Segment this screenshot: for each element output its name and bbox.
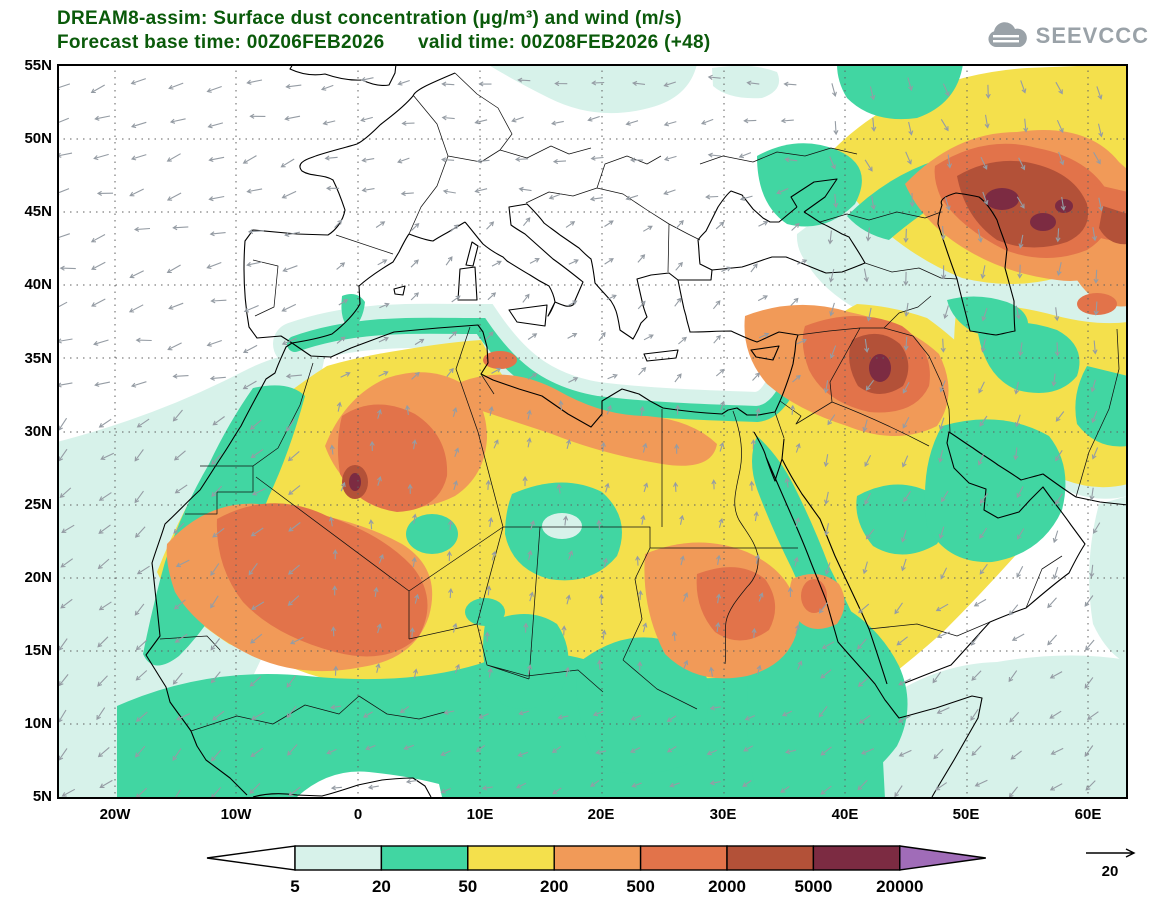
legend-tick-label: 5000	[794, 877, 832, 896]
lat-tick-label: 55N	[24, 57, 52, 74]
lat-tick-label: 20N	[24, 569, 52, 586]
lon-tick-label: 60E	[1074, 806, 1102, 823]
legend-tick-label: 2000	[708, 877, 746, 896]
map-frame	[57, 64, 1128, 799]
legend-arrow-right	[899, 845, 986, 871]
legend-tick-label: 200	[540, 877, 568, 896]
cloud-icon	[988, 22, 1027, 47]
legend-segment	[467, 845, 555, 871]
colorbar: 5 20 50 200 500 2000 5000 20000	[206, 845, 986, 896]
legend-segment	[812, 845, 901, 871]
page-title: DREAM8-assim: Surface dust concentration…	[57, 8, 682, 29]
logo-text: SEEVCCC	[1035, 23, 1149, 48]
dust-fill-layer	[57, 64, 1128, 799]
legend-segment	[380, 845, 469, 871]
wind-reference-arrow	[1086, 848, 1136, 858]
page-subtitle: Forecast base time: 00Z06FEB2026 valid t…	[57, 32, 711, 53]
wind-reference: 20	[1086, 848, 1136, 880]
legend-arrow-left	[206, 845, 296, 871]
wind-arrows	[57, 74, 1104, 799]
legend-segment	[294, 845, 383, 871]
lon-tick-label: 20W	[99, 806, 131, 823]
lon-tick-label: 30E	[709, 806, 737, 823]
lat-tick-label: 50N	[24, 130, 52, 147]
wind-arrow-glyphs	[57, 74, 1104, 799]
legend-tick-label: 50	[458, 877, 477, 896]
dust-map	[57, 64, 1128, 799]
wind-reference-label: 20	[1102, 863, 1119, 880]
lat-tick-label: 10N	[24, 715, 52, 732]
lon-tick-label: 20E	[587, 806, 615, 823]
lat-tick-label: 40N	[24, 276, 52, 293]
legend-segment	[726, 845, 815, 871]
legend-segment	[553, 845, 642, 871]
legend-segment	[639, 845, 728, 871]
lon-tick-label: 50E	[952, 806, 980, 823]
lon-tick-label: 40E	[831, 806, 859, 823]
legend-tick-label: 20	[372, 877, 391, 896]
lat-tick-label: 25N	[24, 496, 52, 513]
legend-tick-label: 20000	[876, 877, 923, 896]
lon-tick-label: 10E	[466, 806, 494, 823]
coastlines	[145, 64, 1128, 798]
lat-tick-label: 5N	[32, 788, 52, 805]
map-canvas	[57, 64, 1128, 799]
lat-tick-label: 45N	[24, 203, 52, 220]
lon-tick-label: 0	[353, 806, 363, 823]
country-borders	[159, 72, 1120, 732]
lon-tick-label: 10W	[220, 806, 252, 823]
legend-tick-label: 500	[626, 877, 654, 896]
legend-tick-label: 5	[290, 877, 299, 896]
lat-tick-label: 35N	[24, 350, 52, 367]
lat-tick-label: 30N	[24, 423, 52, 440]
lat-tick-label: 15N	[24, 642, 52, 659]
seevccc-logo: SEEVCCC	[986, 22, 1149, 50]
